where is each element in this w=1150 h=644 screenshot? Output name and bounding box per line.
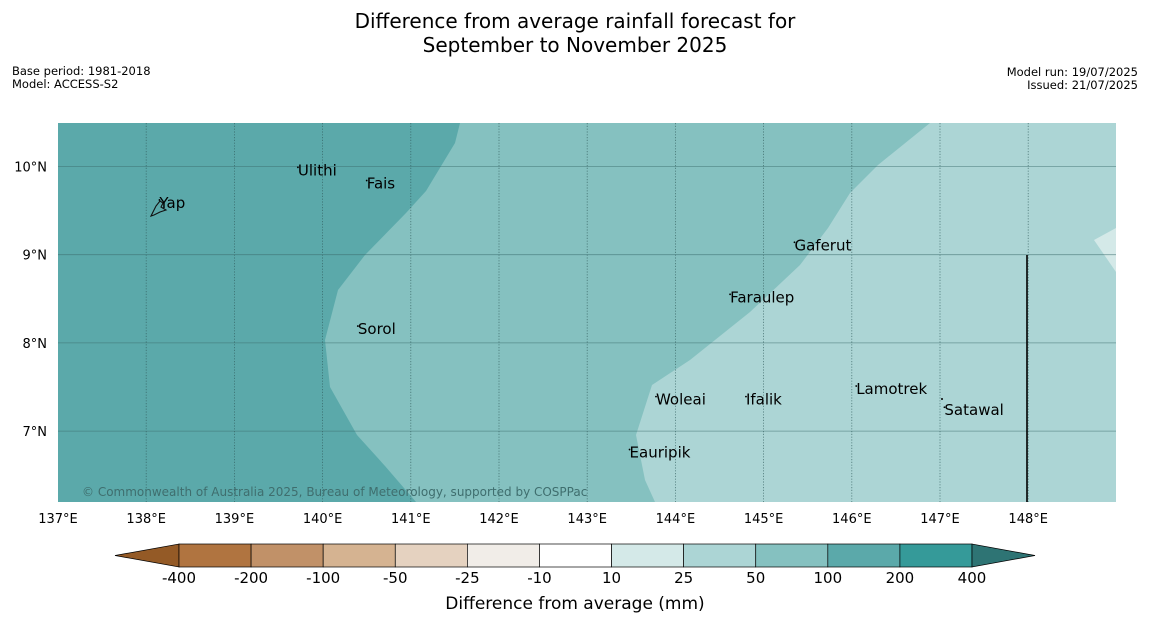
colorbar-swatch <box>899 543 973 568</box>
island-dot <box>941 398 943 400</box>
colorbar-swatch <box>539 543 612 568</box>
colorbar: -400 -200 -100 -50 -25 -10 10 25 50 100 200 400 <box>114 543 1036 587</box>
lon-tick-label: 142°E <box>479 512 519 527</box>
colorbar-swatch <box>683 543 757 568</box>
lon-tick-label: 144°E <box>656 512 696 527</box>
lon-tick-label: 145°E <box>744 512 784 527</box>
place-label: Woleai <box>656 391 706 409</box>
place-labels: Yap Ulithi Fais Sorol Gaferut Faraulep Lamotre… <box>158 161 1003 461</box>
place-label: Eauripik <box>630 444 691 462</box>
place-marker <box>655 395 657 398</box>
colorbar-tick-label: 50 <box>746 569 765 587</box>
colorbar-swatch <box>611 543 684 568</box>
band-100-200 <box>58 123 460 502</box>
place-marker <box>855 385 858 387</box>
place-label: Fais <box>367 175 396 193</box>
base-period-label: Base period: 1981-2018 <box>12 64 151 78</box>
issued-label: Issued: 21/07/2025 <box>1027 78 1138 92</box>
place-label: Yap <box>158 194 185 212</box>
place-label: Faraulep <box>730 288 794 306</box>
place-marker <box>793 241 796 244</box>
colorbar-swatch <box>250 543 324 568</box>
place-label: Ifalik <box>746 391 782 409</box>
model-label: Model: ACCESS-S2 <box>12 77 119 91</box>
page-title: Difference from average rainfall forecas… <box>0 9 1150 57</box>
model-run-label: Model run: 19/07/2025 <box>1006 65 1138 79</box>
colorbar-tick-label: -10 <box>527 569 552 587</box>
place-marker <box>365 179 368 182</box>
place-label: Ulithi <box>298 161 337 179</box>
colorbar-extend-high <box>971 543 1036 568</box>
colorbar-tick-label: -400 <box>162 569 196 587</box>
lat-tick-label: 9°N <box>23 249 48 264</box>
lon-tick-label: 137°E <box>38 512 78 527</box>
place-marker <box>356 325 359 327</box>
lon-tick-label: 138°E <box>126 512 166 527</box>
lon-tick-label: 146°E <box>832 512 872 527</box>
place-label: Lamotrek <box>856 380 927 398</box>
colorbar-tick-label: -50 <box>383 569 408 587</box>
graticule <box>58 123 1116 502</box>
colorbar-tick-label: -25 <box>455 569 480 587</box>
lon-tick-label: 140°E <box>303 512 343 527</box>
colorbar-swatch <box>178 543 252 568</box>
band-25-50 <box>636 123 1116 502</box>
colorbar-tick-label: 200 <box>886 569 915 587</box>
lon-tick-label: 141°E <box>391 512 431 527</box>
place-marker <box>158 199 161 201</box>
place-marker <box>729 293 731 296</box>
place-marker <box>745 395 747 398</box>
band-10-25 <box>1094 228 1116 272</box>
place-marker <box>297 166 299 169</box>
colorbar-tick-label: 100 <box>813 569 842 587</box>
place-label: Satawal <box>944 401 1003 419</box>
lat-tick-label: 10°N <box>14 161 47 176</box>
latitude-tick-labels: 10°N 9°N 8°N 7°N <box>14 161 47 441</box>
map-fill: Yap Ulithi Fais Sorol Gaferut Faraulep Lamotre… <box>58 123 1116 502</box>
lat-tick-label: 8°N <box>23 337 48 352</box>
place-marker <box>943 406 946 409</box>
title-line-2: September to November 2025 <box>422 33 728 57</box>
place-marker <box>628 448 631 451</box>
colorbar-tick-label: 10 <box>602 569 621 587</box>
colorbar-swatch <box>322 543 396 568</box>
copyright-notice: © Commonwealth of Australia 2025, Bureau… <box>82 485 587 499</box>
lat-tick-label: 7°N <box>23 425 48 440</box>
place-label: Gaferut <box>794 236 851 254</box>
colorbar-swatch <box>394 543 468 568</box>
place-label: Sorol <box>358 320 396 338</box>
colorbar-tick-label: -200 <box>234 569 268 587</box>
longitude-tick-labels: 137°E 138°E 139°E 140°E 141°E 142°E 143°E 144°E… <box>38 512 1048 527</box>
title-line-1: Difference from average rainfall forecas… <box>354 9 796 33</box>
lon-tick-label: 139°E <box>215 512 255 527</box>
colorbar-swatch <box>467 543 540 568</box>
colorbar-tick-label: 400 <box>958 569 987 587</box>
colorbar-tick-label: -100 <box>306 569 340 587</box>
yap-island-outline <box>149 200 168 217</box>
lon-tick-label: 148°E <box>1008 512 1048 527</box>
colorbar-tick-label: 25 <box>674 569 693 587</box>
colorbar-extend-low <box>114 543 180 568</box>
lon-tick-label: 147°E <box>920 512 960 527</box>
colorbar-title: Difference from average (mm) <box>445 594 705 614</box>
lon-tick-label: 143°E <box>567 512 607 527</box>
meta-right: Model run: 19/07/2025 Issued: 21/07/2025 <box>1007 66 1138 92</box>
colorbar-swatch <box>755 543 829 568</box>
colorbar-swatch <box>827 543 901 568</box>
meta-left: Base period: 1981-2018 Model: ACCESS-S2 <box>12 65 151 91</box>
